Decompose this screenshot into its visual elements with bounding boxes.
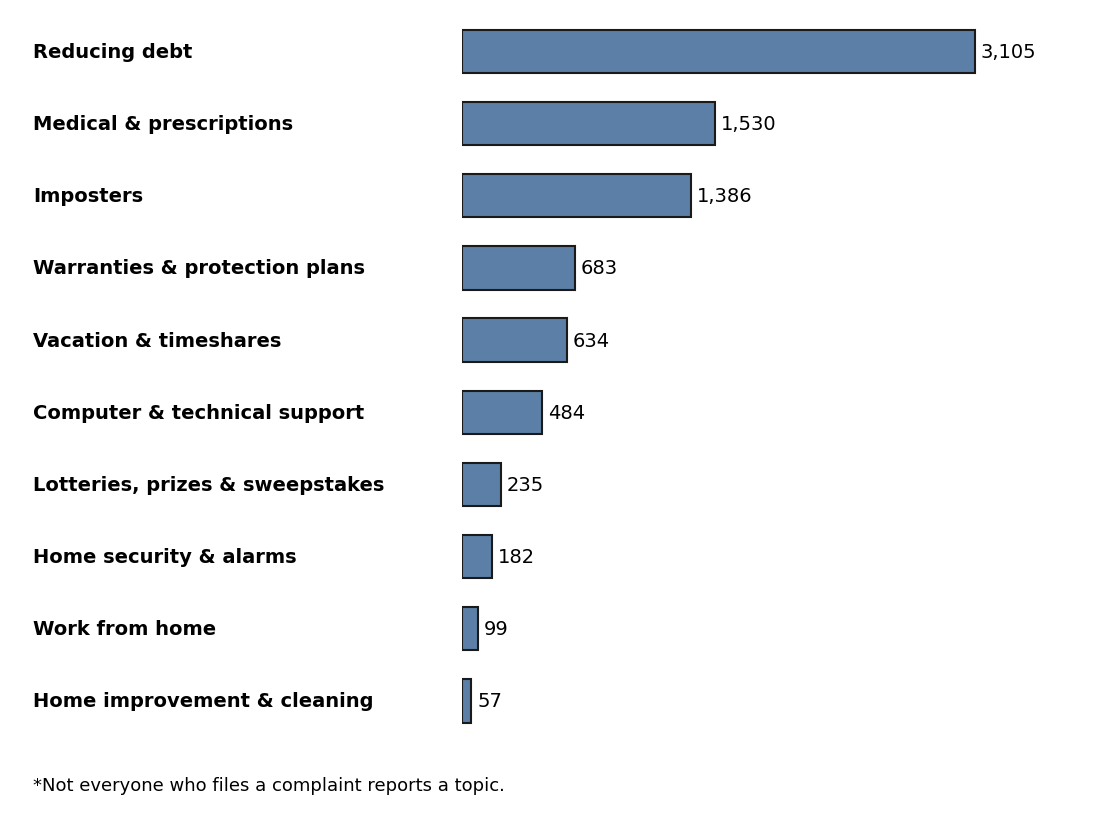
Bar — [462, 31, 975, 74]
Text: Work from home: Work from home — [33, 619, 217, 639]
Bar — [462, 391, 542, 434]
Bar — [462, 319, 567, 362]
Text: Imposters: Imposters — [33, 187, 144, 206]
Bar — [462, 680, 471, 722]
Text: 3,105: 3,105 — [981, 43, 1036, 62]
Text: Vacation & timeshares: Vacation & timeshares — [33, 331, 282, 351]
Text: 484: 484 — [548, 403, 584, 423]
Text: 57: 57 — [477, 691, 502, 711]
Text: Computer & technical support: Computer & technical support — [33, 403, 365, 423]
Bar — [462, 464, 501, 506]
Text: Home security & alarms: Home security & alarms — [33, 547, 297, 567]
Text: 182: 182 — [498, 547, 535, 567]
Text: 235: 235 — [506, 475, 544, 495]
Text: Warranties & protection plans: Warranties & protection plans — [33, 259, 365, 278]
Text: Reducing debt: Reducing debt — [33, 43, 193, 62]
Text: 99: 99 — [484, 619, 509, 639]
Bar — [462, 103, 715, 146]
Bar — [462, 608, 479, 650]
Bar — [462, 536, 492, 578]
Text: 634: 634 — [572, 331, 610, 351]
Text: 1,386: 1,386 — [697, 187, 752, 206]
Text: Medical & prescriptions: Medical & prescriptions — [33, 115, 294, 134]
Text: Lotteries, prizes & sweepstakes: Lotteries, prizes & sweepstakes — [33, 475, 385, 495]
Text: *Not everyone who files a complaint reports a topic.: *Not everyone who files a complaint repo… — [33, 776, 505, 794]
Text: 1,530: 1,530 — [720, 115, 776, 134]
Text: Home improvement & cleaning: Home improvement & cleaning — [33, 691, 374, 711]
Bar — [462, 247, 574, 290]
Text: 683: 683 — [581, 259, 618, 278]
Bar — [462, 175, 691, 218]
